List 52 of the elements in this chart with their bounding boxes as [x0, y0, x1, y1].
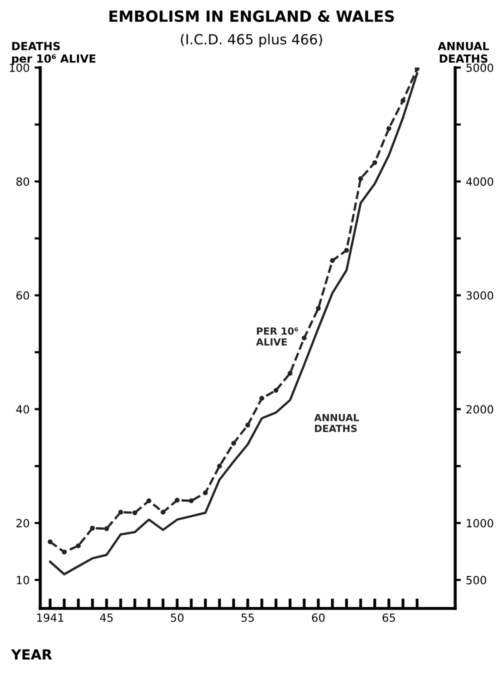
point [316, 306, 321, 311]
point [302, 336, 307, 340]
point [160, 510, 166, 515]
y2-tick-label: 4000 [466, 177, 494, 186]
y2-tick-label: 5000 [466, 64, 494, 72]
point [48, 539, 53, 544]
x-tick-label: 60 [312, 613, 325, 622]
y-tick-label: 60 [16, 291, 30, 300]
point [288, 370, 293, 376]
y2-tick-label: 500 [466, 576, 486, 584]
chart-subtitle: (I.C.D. 465 plus 466) [180, 34, 322, 48]
point [245, 422, 250, 428]
point [372, 160, 378, 166]
text: ANNUAL DEATHS [314, 414, 359, 432]
y-tick-label: 40 [16, 405, 30, 414]
point [90, 526, 95, 531]
series-label: PER 10⁶ ALIVE [256, 327, 298, 346]
point [76, 543, 81, 548]
chart-title: EMBOLISM IN ENGLAND & WALES [109, 10, 394, 22]
point [174, 498, 180, 503]
point [104, 526, 110, 532]
point [62, 550, 67, 554]
y2-tick-label: 1000 [466, 518, 494, 528]
point [202, 490, 208, 496]
point [231, 440, 236, 446]
y-axis-title: DEATHS per 10⁶ ALIVE [12, 42, 96, 65]
point [358, 176, 364, 182]
x-axis-title: YEAR [11, 649, 52, 660]
point [400, 98, 406, 104]
point [259, 396, 264, 401]
point [414, 68, 420, 72]
point [344, 248, 349, 253]
y-tick-label: 100 [10, 64, 30, 72]
point [118, 510, 124, 515]
point [274, 388, 278, 393]
y2-tick-label: 2000 [466, 405, 494, 414]
x-tick-label: 50 [170, 613, 184, 622]
point [132, 510, 138, 516]
y2-tick-label: 3000 [466, 291, 494, 300]
x-tick-label: 55 [242, 614, 254, 622]
x-tick-label: 1941 [37, 613, 64, 622]
y-tick-label: 10 [16, 576, 30, 584]
y-tick-label: 20 [16, 518, 30, 528]
x-tick-label: 65 [382, 613, 395, 622]
point [330, 258, 335, 264]
point [146, 498, 152, 504]
point [217, 464, 222, 469]
point [188, 498, 194, 504]
x-tick-label: 45 [100, 614, 113, 622]
y2-axis-title: ANNUAL DEATHS [438, 42, 489, 63]
y-tick-label: 80 [16, 177, 30, 186]
point [386, 126, 392, 131]
